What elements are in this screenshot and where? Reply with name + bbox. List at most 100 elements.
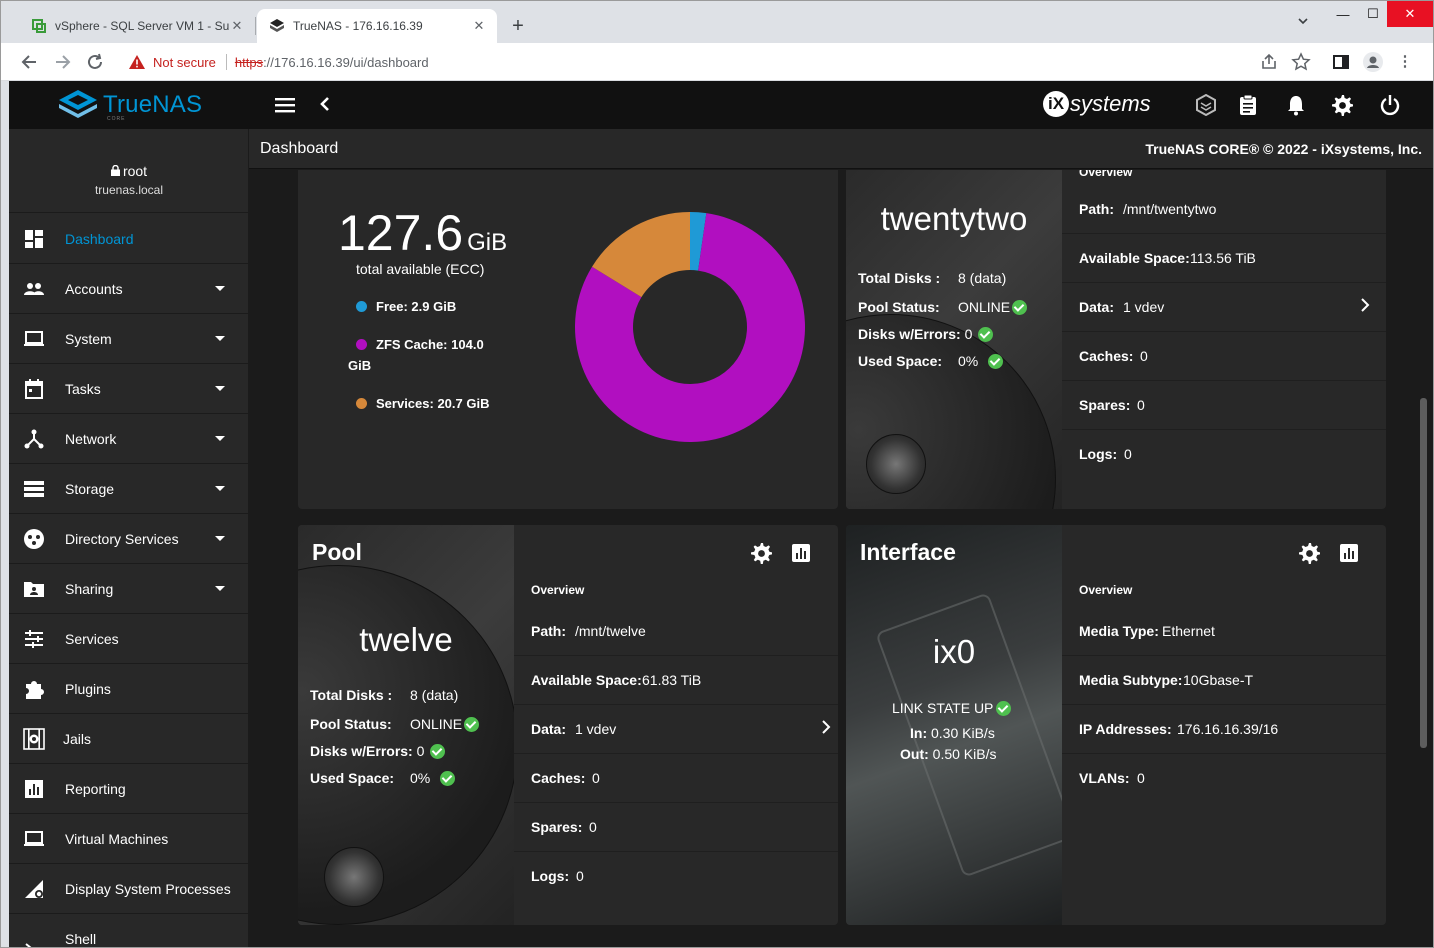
content-scrollbar-thumb[interactable] [1420, 398, 1427, 748]
sidebar-item-network[interactable]: Network [9, 414, 249, 464]
sidebar-item-jails[interactable]: Jails [9, 714, 249, 764]
stat-value: 0 [964, 326, 973, 342]
person-icon [1367, 56, 1379, 68]
interface-widget: Interface ix0 LINK STATE UP In: 0.30 KiB… [846, 525, 1386, 925]
not-secure-label[interactable]: Not secure [153, 54, 216, 70]
system-icon [24, 331, 44, 346]
check-icon [430, 744, 445, 759]
close-icon[interactable]: ✕ [473, 18, 485, 33]
ethernet-background: Interface ix0 LINK STATE UP In: 0.30 KiB… [846, 525, 1062, 925]
truecommand-icon[interactable] [1195, 94, 1217, 116]
gear-icon[interactable] [1331, 94, 1353, 116]
minimize-button[interactable]: — [1336, 6, 1350, 22]
memory-total-label: total available (ECC) [356, 261, 485, 277]
page-header-bar: Dashboard TrueNAS CORE® © 2022 - iXsyste… [249, 129, 1433, 169]
sidebar-item-system[interactable]: System [9, 314, 249, 364]
sidebar-item-dashboard[interactable]: Dashboard [9, 214, 249, 264]
stat-used-space: Used Space: 0% [310, 770, 455, 786]
tab-truenas[interactable]: TrueNAS - 176.16.16.39 ✕ [257, 9, 497, 43]
donut-slice-zfs-cache[interactable] [575, 213, 805, 442]
stat-label: Pool Status: [858, 299, 940, 315]
share-icon[interactable] [1259, 52, 1279, 72]
donut-slice-services[interactable] [592, 212, 690, 298]
stat-value: ONLINE [958, 299, 1011, 315]
sidebar-item-display-system-processes[interactable]: Display System Processes [9, 864, 249, 914]
gear-icon[interactable] [750, 542, 772, 564]
reports-chart-icon[interactable] [1338, 542, 1360, 564]
pool-name: twentytwo [880, 200, 1028, 237]
stat-pool-status: Pool Status: ONLINE [310, 716, 479, 732]
storage-icon [24, 481, 44, 497]
chevron-right-icon[interactable] [821, 719, 831, 735]
row-value: 0 [592, 770, 600, 786]
copyright-text[interactable]: TrueNAS CORE® © 2022 - iXsystems, Inc. [1145, 141, 1422, 157]
sidebar-item-services[interactable]: Services [9, 614, 249, 664]
close-window-button[interactable]: ✕ [1387, 1, 1433, 27]
donut-slice-free[interactable] [690, 212, 707, 271]
overview-row-vlans: VLANs: 0 [1062, 754, 1386, 803]
sidebar-item-sharing[interactable]: Sharing [9, 564, 249, 614]
reports-chart-icon[interactable] [790, 542, 812, 564]
directory-services-icon [24, 529, 44, 549]
username-text: root [122, 163, 148, 179]
tab-vsphere[interactable]: vSphere - SQL Server VM 1 - Sum ✕ [19, 9, 255, 43]
sidebar-item-accounts[interactable]: Accounts [9, 264, 249, 314]
dashboard-icon [25, 230, 43, 248]
bookmark-star-icon[interactable] [1291, 52, 1311, 72]
reload-icon[interactable] [84, 51, 106, 73]
sidebar-item-shell[interactable]: Shell [9, 914, 249, 947]
sidebar-item-directory-services[interactable]: Directory Services [9, 514, 249, 564]
more-menu-icon[interactable]: ⋮ [1397, 53, 1413, 70]
legend-label: Services: [376, 396, 434, 411]
sidebar-item-virtual-machines[interactable]: Virtual Machines [9, 814, 249, 864]
chevron-right-icon[interactable] [1360, 297, 1370, 313]
sidebar-item-storage[interactable]: Storage [9, 464, 249, 514]
sidebar-item-plugins[interactable]: Plugins [9, 664, 249, 714]
profile-avatar[interactable] [1363, 52, 1383, 72]
truenas-favicon-icon [270, 19, 284, 32]
menu-hamburger-icon[interactable] [275, 95, 295, 115]
row-key: Spares: [531, 819, 583, 835]
sidebar-item-tasks[interactable]: Tasks [9, 364, 249, 414]
truenas-logo-icon [59, 90, 97, 118]
tab-title: TrueNAS - 176.16.16.39 [293, 19, 423, 33]
bell-icon[interactable] [1285, 94, 1307, 116]
caret-down-icon [215, 486, 225, 491]
tab-strip: vSphere - SQL Server VM 1 - Sum ✕ TrueNA… [1, 1, 1433, 43]
truenas-logo[interactable]: TrueNAS CORE [59, 90, 202, 122]
tab-search-icon[interactable] [1297, 15, 1309, 27]
virtual-machines-icon [24, 831, 44, 846]
gear-icon[interactable] [1298, 542, 1320, 564]
sidebar-item-label: Plugins [65, 681, 111, 697]
new-tab-button[interactable]: + [512, 15, 524, 37]
side-panel-icon[interactable] [1331, 52, 1351, 72]
tab-separator [255, 17, 256, 35]
forward-arrow-icon[interactable] [51, 51, 73, 73]
address-bar[interactable]: Not secure https://176.16.16.39/ui/dashb… [117, 48, 1321, 76]
sidebar-item-label: System [65, 331, 112, 347]
back-arrow-icon[interactable] [19, 51, 41, 73]
pool-disk-background: Pool twelve Total Disks : 8 (data) Pool S… [298, 525, 514, 925]
tasks-icon [25, 379, 43, 399]
row-key: VLANs: [1079, 770, 1130, 786]
close-icon[interactable]: ✕ [231, 18, 243, 33]
overview-heading: Overview [1079, 583, 1133, 597]
memory-total-value: 127.6 [338, 205, 464, 261]
ixsystems-logo[interactable]: iX systems [1043, 91, 1151, 117]
disk-spindle-image [324, 847, 384, 907]
sidebar-item-label: Dashboard [65, 231, 134, 247]
maximize-button[interactable]: ☐ [1367, 6, 1379, 21]
power-icon[interactable] [1379, 94, 1401, 116]
sidebar-item-reporting[interactable]: Reporting [9, 764, 249, 814]
clipboard-tasks-icon[interactable] [1237, 94, 1259, 116]
shell-icon [25, 943, 32, 947]
overview-row-data[interactable]: Data: 1 vdev [1062, 283, 1386, 332]
collapse-chevron-icon[interactable] [318, 93, 332, 115]
sidebar-item-label: Services [65, 631, 119, 647]
overview-row-data[interactable]: Data: 1 vdev [514, 705, 838, 754]
processes-icon [25, 880, 43, 898]
widget-title: Interface [860, 539, 956, 565]
traffic-in: In: 0.30 KiB/s [910, 725, 995, 741]
traffic-label: In: [910, 725, 928, 741]
lock-icon [110, 164, 120, 176]
